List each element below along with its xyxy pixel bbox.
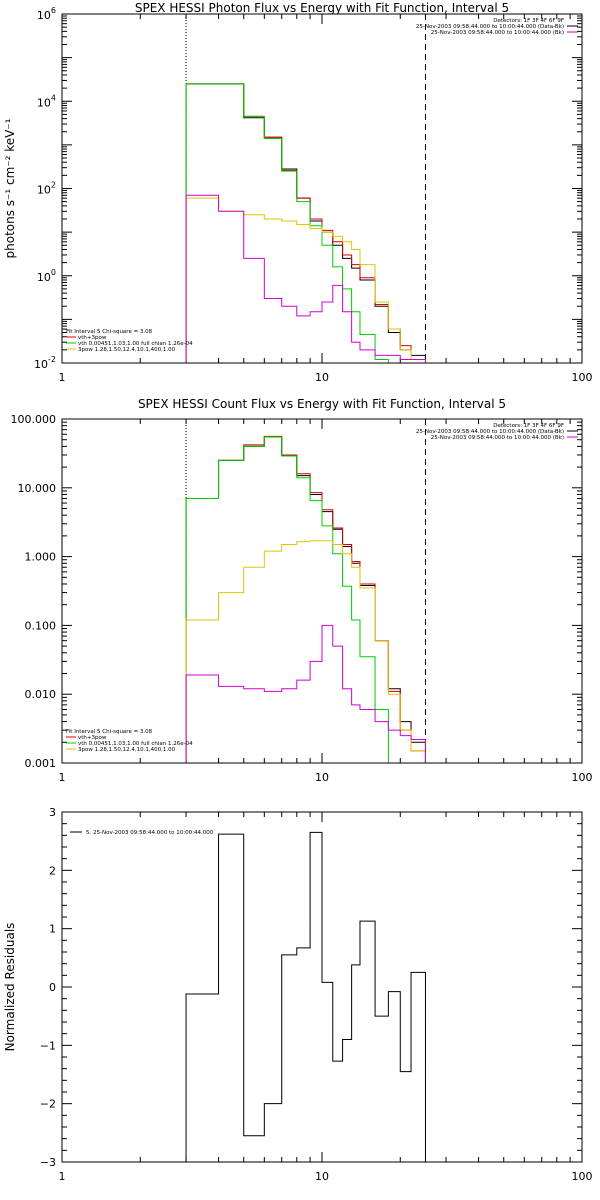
legend-top-entry: 25-Nov-2003 09:58:44.000 to 10:00:44.000… [431, 30, 564, 36]
legend-top-entry: 5. 25-Nov-2003 09:58:44.000 to 10:00:44.… [86, 830, 214, 836]
y-tick-base: 10 [37, 96, 51, 109]
chart-title: SPEX HESSI Photon Flux vs Energy with Fi… [135, 1, 509, 15]
legend-top-entry: 25-Nov-2003 09:58:44.000 to 10:00:44.000… [431, 435, 564, 441]
y-tick-label: 104 [37, 93, 56, 109]
x-tick-label: 100 [572, 1170, 593, 1183]
chart-2: SPEX HESSI Count Flux vs Energy with Fit… [11, 397, 593, 784]
y-tick-label: 0.100 [25, 619, 57, 632]
plot-area [185, 831, 426, 1162]
series-3pow [185, 540, 426, 763]
y-tick-base: 10 [37, 271, 51, 284]
y-tick-exponent: 4 [51, 93, 56, 102]
legend-bottom-entry: vth+3pow [78, 335, 107, 341]
series-vth [185, 83, 426, 363]
series-5-25-nov-2003-09-58-44-000-to-10-00-44-000 [185, 831, 426, 1162]
y-tick-label: 10.000 [18, 482, 57, 495]
y-tick-base: 10 [37, 184, 51, 197]
legend-bottom-entry: Fit Interval 5 Chi-square = 3.08 [66, 329, 153, 335]
plot-frame [61, 811, 583, 1163]
y-tick-label: 100 [37, 268, 56, 284]
x-tick-label: 1 [59, 371, 66, 384]
x-tick-label: 1 [59, 1170, 66, 1183]
legend-bottom-entry: vth+3pow [78, 735, 107, 741]
y-tick-base: 10 [37, 9, 51, 22]
y-tick-label: 0.001 [25, 757, 57, 770]
series-data-bk [185, 436, 426, 763]
plot-frame [61, 13, 583, 364]
legend-bottom-entry: 3pow 1.28,1.50,12.4,10.1,400,1.00 [78, 347, 176, 353]
series-bk [185, 194, 426, 363]
x-tick-label: 10 [315, 771, 329, 784]
legend-bottom-entry: Fit Interval 5 Chi-square = 3.08 [66, 729, 153, 735]
series-vth-3pow [185, 83, 426, 363]
legend-top: 5. 25-Nov-2003 09:58:44.000 to 10:00:44.… [70, 830, 214, 836]
series-3pow [185, 197, 426, 363]
legend-bottom: Fit Interval 5 Chi-square = 3.08vth+3pow… [66, 329, 193, 353]
series-vth [185, 436, 426, 763]
y-tick-exponent: 6 [51, 6, 56, 15]
x-tick-label: 100 [572, 371, 593, 384]
y-tick-base: 10 [34, 358, 48, 371]
x-axis: 1 10 100 [59, 419, 593, 784]
y-tick-label: −1 [40, 1039, 56, 1052]
y-axis-label: photons s⁻¹ cm⁻² keV⁻¹ [3, 118, 17, 258]
y-axis: −3 −2 −1 0 1 2 3 [40, 806, 582, 1169]
x-tick-label: 1 [59, 771, 66, 784]
legend-top-entry: Detectors: 1F 3F 4F 6F 9F [493, 423, 564, 429]
legend-top-entry: Detectors: 1F 3F 4F 6F 9F [493, 18, 564, 24]
plot-area [185, 419, 426, 763]
legend-bottom-entry: vth 0.00451,1.03,1.00 full chian 1.26e-0… [78, 341, 193, 347]
y-tick-label: 106 [37, 6, 56, 22]
x-tick-label: 100 [572, 771, 593, 784]
chart-3: 1 10 100 −3 −2 −1 0 1 2 3 Normalized Residuals 5. 2… [3, 806, 593, 1183]
legend-top-entry: 25-Nov-2003 09:58:44.000 to 10:00:44.000… [416, 429, 564, 435]
chart-title: SPEX HESSI Count Flux vs Energy with Fit… [138, 397, 506, 411]
y-tick-label: 10-2 [34, 355, 56, 371]
x-tick-label: 10 [315, 371, 329, 384]
y-tick-label: 102 [37, 181, 56, 197]
chart-1: SPEX HESSI Photon Flux vs Energy with Fi… [3, 1, 593, 384]
x-axis: 1 10 100 [59, 812, 593, 1183]
y-axis-label: Normalized Residuals [3, 923, 17, 1052]
y-tick-label: −3 [40, 1156, 56, 1169]
y-axis: 0.001 0.010 0.100 1.000 10.000 100.000 [11, 413, 582, 770]
legend-bottom-entry: 3pow 1.28,1.50,12.4,10.1,400,1.00 [78, 747, 176, 753]
y-tick-label: 3 [49, 806, 56, 819]
y-tick-exponent: -2 [48, 355, 56, 364]
series-bk [185, 624, 426, 763]
y-tick-label: 0 [49, 981, 56, 994]
series-data-bk [185, 83, 426, 363]
plot-area [185, 14, 426, 363]
plot-frame [61, 418, 583, 764]
y-tick-label: 100.000 [11, 413, 57, 426]
legend-bottom-entry: vth 0.00451,1.03,1.00 full chian 1.26e-0… [78, 741, 193, 747]
y-tick-exponent: 0 [51, 268, 56, 277]
y-tick-label: 0.010 [25, 688, 57, 701]
y-tick-label: 1 [49, 923, 56, 936]
legend-bottom: Fit Interval 5 Chi-square = 3.08vth+3pow… [66, 729, 193, 753]
y-tick-label: 1.000 [25, 551, 57, 564]
y-tick-exponent: 2 [51, 181, 56, 190]
legend-top-entry: 25-Nov-2003 09:58:44.000 to 10:00:44.000… [416, 24, 564, 30]
y-tick-label: 2 [49, 864, 56, 877]
y-tick-label: −2 [40, 1098, 56, 1111]
x-tick-label: 10 [315, 1170, 329, 1183]
series-vth-3pow [185, 435, 426, 763]
